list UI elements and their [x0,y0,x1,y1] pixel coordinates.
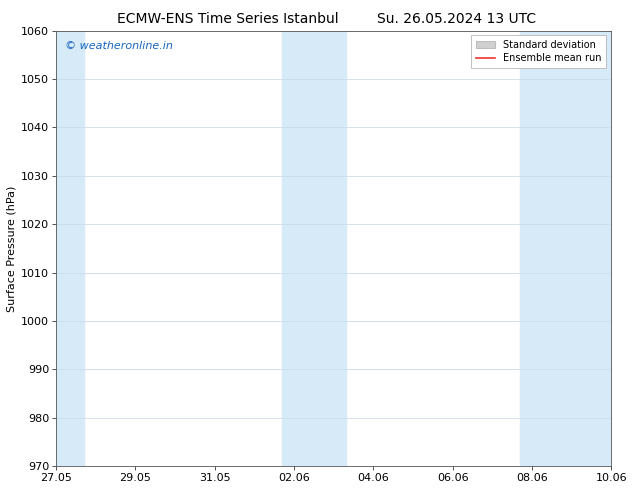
Bar [282,30,346,466]
Text: Su. 26.05.2024 13 UTC: Su. 26.05.2024 13 UTC [377,12,536,26]
Y-axis label: Surface Pressure (hPa): Surface Pressure (hPa) [7,185,17,312]
Bar [56,30,84,466]
Legend: Standard deviation, Ensemble mean run: Standard deviation, Ensemble mean run [471,35,606,68]
Bar [520,30,611,466]
Text: © weatheronline.in: © weatheronline.in [65,42,172,51]
Text: ECMW-ENS Time Series Istanbul: ECMW-ENS Time Series Istanbul [117,12,339,26]
